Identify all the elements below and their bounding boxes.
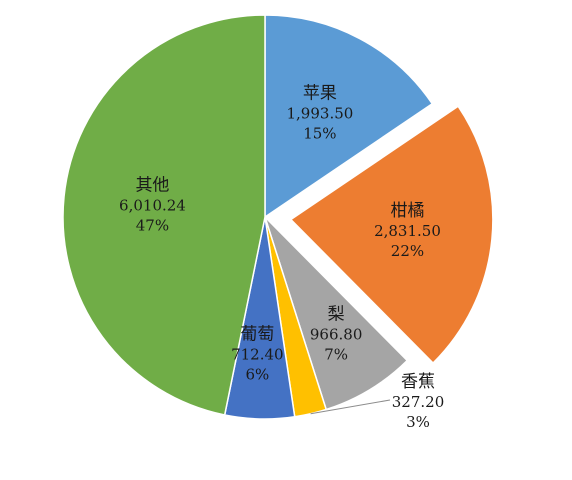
slice-label-percent-0: 15%	[303, 124, 336, 142]
slice-2	[264, 216, 408, 411]
slice-label-percent-4: 6%	[245, 365, 269, 383]
slice-label-name-3: 香蕉	[401, 372, 435, 392]
slice-label-percent-2: 7%	[324, 346, 348, 364]
pie-slices	[62, 14, 494, 420]
slice-label-name-5: 其他	[135, 176, 169, 196]
slice-1	[290, 105, 494, 364]
slice-label-value-3: 327.20	[392, 393, 445, 411]
slice-label-percent-1: 22%	[391, 242, 424, 260]
slice-label-value-2: 966.80	[310, 326, 363, 344]
slice-label-value-4: 712.40	[231, 345, 284, 363]
slice-label-value-0: 1,993.50	[287, 104, 354, 122]
slice-5	[62, 14, 266, 416]
slice-label-value-1: 2,831.50	[374, 222, 441, 240]
slice-0	[264, 14, 433, 218]
slice-label-name-1: 柑橘	[390, 201, 424, 221]
slice-label-percent-5: 47%	[136, 217, 169, 235]
slice-label-name-4: 葡萄	[240, 324, 274, 344]
leader-lines	[310, 399, 391, 415]
leader-line-3	[310, 399, 391, 415]
slice-label-name-0: 苹果	[303, 83, 337, 103]
slice-label-percent-3: 3%	[406, 413, 430, 431]
slice-label-value-5: 6,010.24	[119, 197, 186, 215]
slice-label-name-2: 梨	[328, 305, 345, 325]
